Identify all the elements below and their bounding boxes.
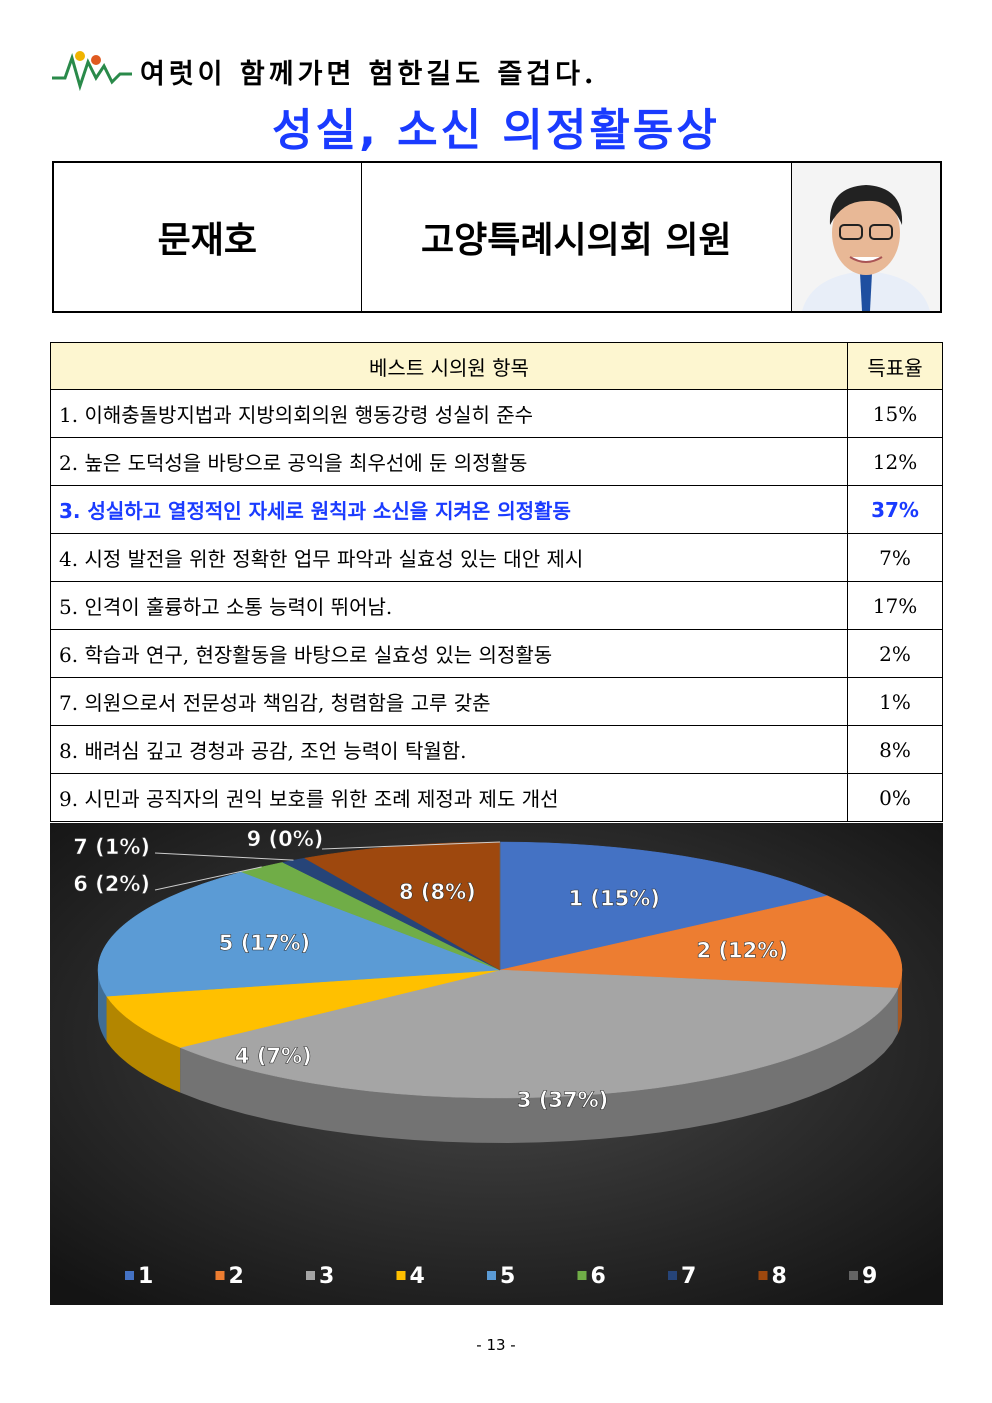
- member-name: 문재호: [54, 163, 362, 311]
- legend-label: 6: [591, 1264, 606, 1289]
- table-row: 5. 인격이 훌륭하고 소통 능력이 뛰어남. 17%: [50, 581, 943, 630]
- item-text: 9. 시민과 공직자의 권익 보호를 위한 조례 제정과 제도 개선: [50, 773, 848, 822]
- slogan: 여럿이 함께가면 험한길도 즐겁다.: [140, 59, 598, 90]
- page-number: - 13 -: [476, 1336, 516, 1354]
- item-text: 2. 높은 도덕성을 바탕으로 공익을 최우선에 둔 의정활동: [50, 437, 848, 486]
- pie-slice: [106, 969, 501, 1048]
- table-row: 9. 시민과 공직자의 권익 보호를 위한 조례 제정과 제도 개선 0%: [50, 773, 943, 822]
- item-text: 8. 배려심 깊고 경청과 공감, 조언 능력이 탁월함.: [50, 725, 848, 774]
- photo: [792, 163, 940, 311]
- pie-chart: 1 (15%) 2 (12%) 3 (37%) 4 (7%) 5 (17%) 6 (2%)…: [50, 823, 943, 1305]
- pie-slice: [499, 895, 903, 989]
- item-text: 1. 이해충돌방지법과 지방의회의원 행동강령 성실히 준수: [50, 389, 848, 438]
- legend-swatch: [487, 1271, 496, 1280]
- column-header: 득표율: [847, 342, 943, 390]
- table-row: 4. 시정 발전을 위한 정확한 업무 파악과 실효성 있는 대안 제시 7%: [50, 533, 943, 582]
- data-label: 9 (0%): [247, 827, 324, 851]
- item-text: 5. 인격이 훌륭하고 소통 능력이 뛰어남.: [50, 581, 848, 630]
- vote-rate: 8%: [847, 725, 943, 774]
- vote-rate: 2%: [847, 629, 943, 678]
- legend-swatch: [849, 1271, 858, 1280]
- data-label: 3 (37%): [517, 1088, 608, 1112]
- item-text: 6. 학습과 연구, 현장활동을 바탕으로 실효성 있는 의정활동: [50, 629, 848, 678]
- legend-swatch: [577, 1271, 587, 1280]
- profile-box: 문재호 고양특례시의회 의원: [52, 161, 942, 313]
- member-position: 고양특례시의회 의원: [362, 163, 792, 311]
- page-title: 성실, 소신 의정활동상: [272, 105, 720, 156]
- item-text: 3. 성실하고 열정적인 자세로 원칙과 소신을 지켜온 의정활동: [50, 485, 848, 534]
- vote-rate: 1%: [847, 677, 943, 726]
- data-label: 5 (17%): [219, 931, 310, 955]
- pie-slice: [179, 969, 899, 1099]
- data-label: 1 (15%): [569, 886, 660, 910]
- vote-rate: 7%: [847, 533, 943, 582]
- legend-swatch: [758, 1271, 768, 1280]
- legend-swatch: [668, 1271, 677, 1280]
- table-row: 3. 성실하고 열정적인 자세로 원칙과 소신을 지켜온 의정활동 37%: [50, 485, 943, 534]
- leader-line: [154, 866, 262, 891]
- table-row: 7. 의원으로서 전문성과 책임감, 청렴함을 고루 갖춘 1%: [50, 677, 943, 726]
- vote-rate: 37%: [847, 485, 943, 534]
- legend-swatch: [215, 1271, 225, 1280]
- data-label: 4 (7%): [235, 1044, 312, 1068]
- column-header: 베스트 시의원 항목: [50, 342, 848, 390]
- legend-label: 5: [500, 1264, 515, 1289]
- legend-swatch: [125, 1271, 134, 1280]
- legend-label: 4: [410, 1264, 425, 1289]
- vote-rate: 12%: [847, 437, 943, 486]
- data-label: 2 (12%): [697, 938, 788, 962]
- vote-rate: 0%: [847, 773, 943, 822]
- table-row: 2. 높은 도덕성을 바탕으로 공익을 최우선에 둔 의정활동 12%: [50, 437, 943, 486]
- item-text: 7. 의원으로서 전문성과 책임감, 청렴함을 고루 갖춘: [50, 677, 848, 726]
- portrait: [792, 163, 940, 311]
- legend-label: 8: [772, 1264, 787, 1289]
- legend-swatch: [396, 1271, 406, 1280]
- leader-line: [321, 841, 501, 850]
- pie-side: [98, 970, 107, 1042]
- vote-table: 베스트 시의원 항목 득표율 1. 이해충돌방지법과 지방의회의원 행동강령 성…: [50, 342, 943, 822]
- legend-label: 1: [138, 1264, 153, 1289]
- pie-slice: [499, 841, 829, 971]
- pie-slice: [97, 871, 501, 997]
- legend-swatch: [306, 1271, 315, 1280]
- legend-label: 9: [862, 1264, 877, 1289]
- table-row: 8. 배려심 깊고 경청과 공감, 조언 능력이 탁월함. 8%: [50, 725, 943, 774]
- pie-side: [180, 988, 898, 1143]
- logo: [52, 51, 132, 92]
- legend-label: 2: [229, 1264, 244, 1289]
- data-label: 6 (2%): [73, 872, 150, 896]
- legend-label: 3: [319, 1264, 334, 1289]
- data-label: 8 (8%): [399, 880, 476, 904]
- table-row: 6. 학습과 연구, 현장활동을 바탕으로 실효성 있는 의정활동 2%: [50, 629, 943, 678]
- table-row: 1. 이해충돌방지법과 지방의회의원 행동강령 성실히 준수 15%: [50, 389, 943, 438]
- pie-side: [106, 996, 181, 1093]
- item-text: 4. 시정 발전을 위한 정확한 업무 파악과 실효성 있는 대안 제시: [50, 533, 848, 582]
- data-label: 7 (1%): [73, 835, 150, 859]
- vote-rate: 17%: [847, 581, 943, 630]
- leader-line: [154, 852, 294, 861]
- legend-label: 7: [681, 1264, 696, 1289]
- vote-rate: 15%: [847, 389, 943, 438]
